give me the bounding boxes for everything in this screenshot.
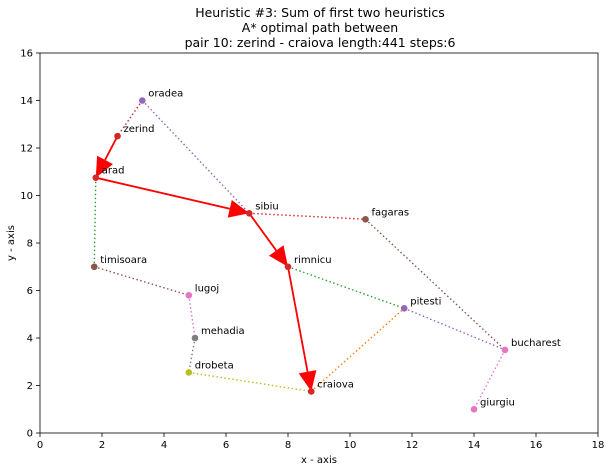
city-label-fagaras: fagaras — [372, 207, 410, 218]
edge-arad-timisoara — [93, 177, 97, 267]
path-segment-arad-sibiu — [95, 176, 230, 210]
city-label-lugoj: lugoj — [195, 283, 219, 294]
city-label-drobeta: drobeta — [195, 360, 234, 371]
x-tick-label: 4 — [161, 440, 167, 451]
x-tick-label: 2 — [99, 440, 105, 451]
city-label-pitesti: pitesti — [410, 296, 441, 307]
city-label-oradea: oradea — [148, 89, 183, 100]
labels-layer: oradea zerind arad sibiu fagaras timisoara rim… — [100, 89, 561, 409]
path-arrowhead-arad — [95, 155, 113, 178]
y-tick-label: 6 — [27, 286, 33, 297]
x-tick-label: 10 — [344, 440, 357, 451]
edge-drobeta-craiova — [188, 371, 312, 393]
city-label-craiova: craiova — [317, 379, 354, 390]
y-tick-label: 12 — [20, 144, 33, 155]
city-point-fagaras — [362, 215, 369, 223]
city-point-rimnicu — [284, 263, 292, 271]
city-point-bucharest — [501, 346, 509, 354]
city-label-zerind: zerind — [124, 124, 155, 135]
city-point-mehadia — [191, 334, 199, 342]
city-label-sibiu: sibiu — [255, 201, 278, 212]
x-tick-label: 8 — [285, 440, 291, 451]
city-point-lugoj — [185, 291, 193, 299]
edge-mehadia-drobeta — [188, 337, 196, 373]
x-tick-label: 16 — [530, 440, 543, 451]
city-label-arad: arad — [102, 166, 125, 177]
path-arrowhead-craiova — [298, 370, 317, 392]
nodes-layer — [90, 97, 509, 413]
path-layer — [95, 135, 317, 392]
y-axis-ticks: 0 2 4 6 8 10 12 14 16 — [20, 49, 40, 440]
city-label-giurgiu: giurgiu — [480, 397, 515, 408]
city-point-sibiu — [245, 210, 253, 217]
edge-bucharest-giurgiu — [473, 349, 506, 410]
edge-oradea-zerind — [116, 100, 143, 137]
edge-craiova-pitesti — [310, 307, 405, 392]
edge-fagaras-bucharest — [365, 218, 506, 351]
path-segment-rimnicu-craiova — [287, 266, 309, 372]
chart-title-line-1: Heuristic #3: Sum of first two heuristic… — [195, 5, 445, 20]
x-tick-label: 0 — [37, 440, 43, 451]
edge-pitesti-bucharest — [403, 307, 506, 351]
edge-rimnicu-pitesti — [287, 266, 405, 309]
y-axis-label: y - axis — [6, 225, 17, 261]
path-segment-sibiu-rimnicu — [248, 212, 277, 252]
city-point-zerind — [114, 132, 121, 140]
edge-sibiu-fagaras — [249, 212, 366, 220]
city-point-timisoara — [90, 263, 98, 271]
chart-title-line-3: pair 10: zerind - craiova length:441 ste… — [185, 35, 456, 50]
path-arrowhead-sibiu — [227, 200, 250, 218]
y-tick-label: 16 — [20, 49, 33, 60]
city-label-mehadia: mehadia — [201, 326, 245, 337]
y-tick-label: 2 — [27, 381, 33, 392]
plot-frame — [39, 52, 599, 434]
city-point-arad — [92, 174, 100, 181]
chart-title-line-2: A* optimal path between — [242, 20, 398, 35]
x-tick-label: 18 — [592, 440, 605, 451]
edge-lugoj-mehadia — [188, 295, 196, 339]
y-tick-label: 0 — [27, 429, 33, 440]
city-point-drobeta — [185, 369, 193, 376]
city-label-timisoara: timisoara — [100, 255, 147, 266]
y-tick-label: 14 — [20, 96, 33, 107]
city-label-bucharest: bucharest — [511, 338, 561, 349]
path-segment-zerind-arad — [104, 135, 119, 161]
city-point-oradea — [139, 97, 146, 104]
city-point-craiova — [307, 388, 315, 395]
city-point-giurgiu — [470, 405, 478, 413]
y-tick-label: 10 — [20, 191, 33, 202]
y-tick-label: 8 — [27, 239, 33, 250]
x-axis-ticks: 0 2 4 6 8 10 12 14 16 18 — [37, 433, 605, 451]
city-label-rimnicu: rimnicu — [294, 255, 332, 266]
city-point-pitesti — [400, 305, 408, 312]
x-axis-label: x - axis — [301, 455, 337, 466]
x-tick-label: 6 — [223, 440, 229, 451]
edge-oradea-sibiu — [141, 100, 250, 214]
x-tick-label: 14 — [468, 440, 481, 451]
y-tick-label: 4 — [27, 334, 33, 345]
path-arrowhead-rimnicu — [269, 245, 288, 267]
x-tick-label: 12 — [406, 440, 419, 451]
edge-timisoara-lugoj — [94, 266, 190, 296]
